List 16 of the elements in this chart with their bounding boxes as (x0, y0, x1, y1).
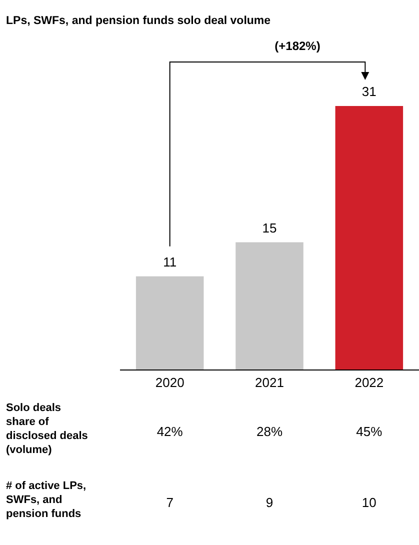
text: 7 (166, 495, 174, 510)
text: 9 (266, 495, 274, 510)
x-tick-label: 2020 (155, 375, 184, 390)
text: 42% (156, 424, 184, 439)
x-tick-label: 2022 (354, 375, 384, 390)
text: # of active LPs, SWFs, and pension funds (6, 480, 86, 520)
data-label: 15 (262, 220, 277, 236)
text: (+182%) (274, 39, 320, 53)
data-label: 11 (163, 254, 177, 270)
text: 45% (356, 424, 383, 439)
text: Solo deals share of disclosed deals (volume) (6, 402, 88, 456)
data-label: 31 (362, 84, 376, 99)
x-tick-label: 2021 (255, 375, 284, 390)
text: 28% (256, 424, 283, 439)
chart-title: LPs, SWFs, and pension funds solo deal volume (6, 15, 271, 27)
text: 10 (362, 495, 376, 510)
